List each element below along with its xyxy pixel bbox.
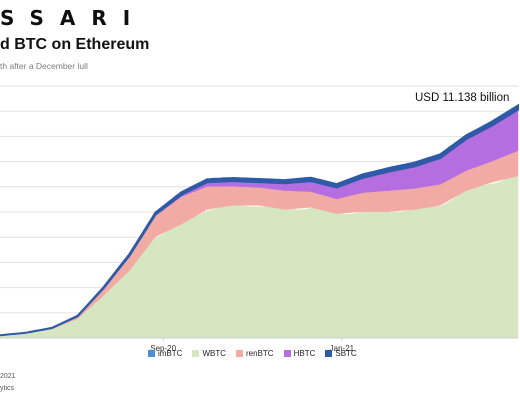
- legend-item-imbtc: imBTC: [148, 349, 182, 358]
- brand-logo: SSARI: [0, 6, 147, 30]
- legend: imBTC WBTC renBTC HBTC SBTC: [148, 349, 357, 358]
- legend-label-wbtc: WBTC: [202, 349, 227, 358]
- legend-label-imbtc: imBTC: [158, 349, 183, 358]
- legend-swatch-wbtc: [192, 350, 200, 357]
- total-annotation: USD 11.138 billion: [415, 92, 510, 104]
- legend-swatch-imbtc: [148, 350, 155, 357]
- legend-label-renbtc: renBTC: [246, 349, 274, 358]
- legend-swatch-renbtc: [236, 350, 244, 357]
- area-sbtc: [0, 103, 519, 337]
- legend-item-hbtc: HBTC: [283, 349, 316, 358]
- chart-title: d BTC on Ethereum: [0, 36, 150, 53]
- footer-source: ytics: [0, 385, 14, 392]
- legend-swatch-hbtc: [283, 350, 291, 357]
- chart-subtitle: th after a December lull: [0, 61, 88, 71]
- legend-item-sbtc: SBTC: [325, 349, 357, 358]
- legend-swatch-sbtc: [325, 350, 333, 357]
- legend-item-renbtc: renBTC: [236, 349, 274, 358]
- x-tick-label: Jan-21: [330, 344, 355, 353]
- legend-item-wbtc: WBTC: [192, 349, 226, 358]
- footer-date: 2021: [0, 373, 16, 380]
- legend-label-sbtc: SBTC: [335, 349, 357, 358]
- x-tick-label: Sep-20: [150, 344, 176, 353]
- legend-label-hbtc: HBTC: [293, 349, 316, 358]
